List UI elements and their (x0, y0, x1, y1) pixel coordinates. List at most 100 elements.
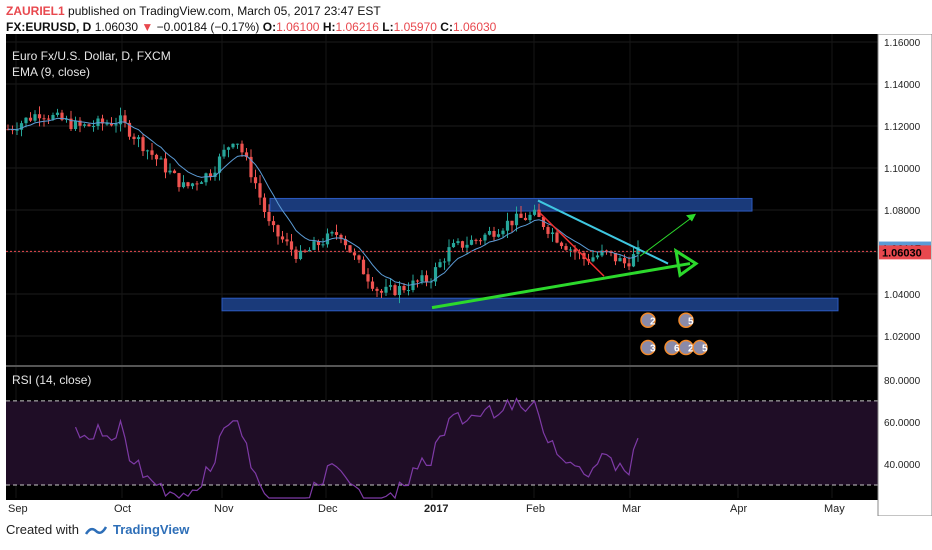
candle-down (379, 290, 384, 293)
candle-down (613, 252, 618, 262)
event-marker-label: 5 (702, 344, 708, 355)
candle-down (424, 275, 429, 282)
tradingview-brand[interactable]: TradingView (112, 522, 190, 537)
candle-up (136, 137, 141, 140)
candle-down (303, 250, 307, 252)
candle-up (636, 247, 640, 255)
candle-up (204, 173, 208, 183)
candle-up (600, 250, 604, 256)
open-label: O: (262, 20, 277, 34)
symbol: FX:EURUSD, D (6, 20, 92, 34)
candle-down (78, 120, 82, 126)
current-price-label: 1.06030 (882, 247, 922, 259)
candle-down (492, 231, 496, 237)
candle-up (168, 170, 172, 173)
candle-up (51, 114, 55, 120)
arrowhead-icon (686, 213, 696, 222)
candle-down (474, 239, 478, 241)
candle-up (145, 150, 150, 152)
time-axis-bg (6, 500, 878, 516)
event-marker (640, 339, 656, 356)
candle-up (15, 129, 19, 131)
time-tick-label: May (824, 503, 845, 515)
down-arrow-icon: ▼ (141, 20, 154, 34)
candle-up (451, 243, 456, 248)
price-tick-label: 1.02000 (884, 332, 921, 343)
candle-down (393, 285, 397, 296)
candle-down (375, 288, 379, 291)
candle-down (60, 112, 64, 120)
candle-up (528, 214, 532, 221)
candle-up (550, 232, 555, 234)
low-value: 1.05970 (393, 20, 437, 34)
candle-up (406, 290, 411, 292)
candle-up (397, 286, 402, 296)
rsi-axis[interactable]: 80.0000 60.0000 40.0000 (884, 376, 921, 471)
candle-down (109, 123, 114, 126)
price-change: −0.00184 (−0.17%) (156, 20, 260, 34)
candle-up (442, 261, 447, 263)
candle-up (631, 254, 636, 267)
candle-down (460, 241, 465, 248)
candle-up (55, 112, 60, 115)
red-trendline[interactable] (537, 210, 605, 277)
tradingview-logo-icon (84, 525, 107, 535)
candle-down (267, 211, 271, 222)
low-label: L: (382, 20, 394, 34)
candle-down (289, 241, 294, 250)
candle-down (402, 286, 406, 291)
candle-down (258, 183, 262, 198)
candle-down (276, 225, 280, 237)
candle-up (159, 158, 163, 160)
high-label: H: (322, 20, 336, 34)
rsi-legend[interactable]: RSI (14, close) (12, 373, 91, 387)
event-marker-label: 2 (688, 344, 694, 355)
candle-down (537, 209, 541, 217)
event-markers[interactable]: 2 53 2 56 (640, 312, 708, 356)
candle-down (285, 239, 289, 242)
high-value: 1.06216 (335, 20, 379, 34)
candle-down (69, 118, 73, 130)
candle-up (447, 247, 451, 262)
candlestick-series (6, 106, 640, 304)
price-tick-label: 1.14000 (884, 80, 921, 91)
event-marker-label: 6 (674, 344, 680, 355)
ema-legend[interactable]: EMA (9, close) (12, 65, 90, 79)
resistance-zone[interactable] (269, 197, 753, 212)
candle-down (37, 114, 42, 119)
candle-up (487, 231, 492, 235)
breakout-arrow[interactable] (639, 216, 693, 257)
candle-down (559, 242, 564, 247)
candle-down (334, 232, 339, 235)
candle-down (28, 117, 33, 121)
event-marker (640, 312, 656, 328)
candle-up (505, 220, 510, 231)
candle-down (240, 143, 244, 153)
candle-up (298, 250, 303, 259)
rsi-tick-label: 60.0000 (884, 418, 921, 429)
descending-trendline[interactable] (537, 199, 669, 265)
support-zone[interactable] (221, 297, 839, 312)
time-tick-label: Nov (214, 503, 234, 515)
candle-up (591, 257, 595, 262)
ascending-trendline[interactable] (431, 262, 691, 310)
candle-down (150, 150, 154, 155)
time-axis[interactable]: Sep Oct Nov Dec 2017 Feb Mar Apr May (8, 503, 845, 515)
close-label: C: (440, 20, 453, 34)
axis-border (877, 34, 932, 516)
candle-down (87, 124, 91, 127)
publish-info: published on TradingView.com, March 05, … (68, 4, 381, 18)
candle-down (555, 232, 559, 243)
author-name[interactable]: ZAURIEL1 (6, 4, 65, 18)
event-marker (692, 339, 708, 356)
candle-down (478, 240, 483, 242)
event-marker-label: 2 (650, 316, 656, 327)
candle-up (465, 244, 469, 248)
candle-down (316, 241, 321, 246)
rsi-tick-label: 80.0000 (884, 376, 921, 387)
chart-area[interactable]: 2 53 2 56 1.160001.140001.120001.100001.080… (0, 34, 932, 516)
candle-down (42, 118, 46, 120)
candle-down (415, 280, 420, 282)
candle-down (141, 137, 145, 152)
last-price: 1.06030 (94, 20, 139, 34)
